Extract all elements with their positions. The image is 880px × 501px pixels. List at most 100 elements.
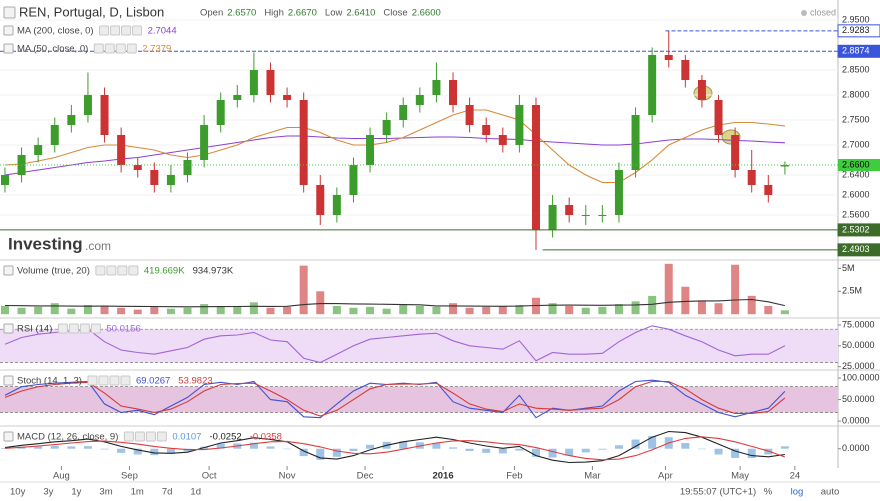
legend-icon[interactable] <box>79 323 90 334</box>
market-status: closed <box>810 7 836 17</box>
legend-icon[interactable] <box>87 375 98 386</box>
bar <box>548 303 557 315</box>
legend-icon[interactable] <box>95 265 106 276</box>
level-label: 2.8874 <box>842 46 870 56</box>
candle-body <box>382 120 391 135</box>
x-tick-label: Mar <box>584 471 600 482</box>
bar <box>498 305 507 315</box>
y-tick-label: 0.0000 <box>842 415 870 425</box>
quote-name: Low <box>325 8 343 19</box>
candle-body <box>50 125 59 145</box>
legend-toggle[interactable] <box>3 265 14 276</box>
bar <box>731 448 740 458</box>
scale-option[interactable]: % <box>764 487 773 498</box>
legend-icon[interactable] <box>93 43 104 54</box>
status-dot <box>801 10 807 16</box>
bar <box>0 448 9 449</box>
legend-icon[interactable] <box>132 25 143 36</box>
series-line <box>4 380 786 417</box>
bar <box>531 448 540 457</box>
legend-icon[interactable] <box>128 265 139 276</box>
scale-option[interactable]: auto <box>821 487 840 498</box>
level-label: 2.4903 <box>842 244 870 254</box>
range-button[interactable]: 3y <box>43 487 53 498</box>
candle-body <box>67 115 76 125</box>
bar <box>697 300 706 315</box>
legend-toggle[interactable] <box>3 25 14 36</box>
bar <box>415 305 424 315</box>
legend-toggle[interactable] <box>3 323 14 334</box>
range-button[interactable]: 7d <box>162 487 173 498</box>
quote-value: 2.6570 <box>227 8 256 19</box>
quote-value: 2.6600 <box>412 8 441 19</box>
legend-toggle[interactable] <box>3 43 14 54</box>
legend-icon[interactable] <box>106 265 117 276</box>
candle-body <box>764 185 773 195</box>
legend-title: RSI (14) <box>17 324 52 335</box>
legend-icon[interactable] <box>99 25 110 36</box>
bar <box>100 305 109 315</box>
legend-value: 0.0107 <box>172 432 201 443</box>
legend-icon[interactable] <box>115 43 126 54</box>
legend-icon[interactable] <box>104 43 115 54</box>
legend-icon[interactable] <box>121 25 132 36</box>
bar <box>83 446 92 449</box>
bar <box>299 448 308 457</box>
x-tick-label: Dec <box>357 471 374 482</box>
legend-title: MA (200, close, 0) <box>17 26 94 37</box>
legend-icon[interactable] <box>98 375 109 386</box>
collapse-icon[interactable] <box>3 6 16 19</box>
bar <box>349 448 358 452</box>
legend-icon[interactable] <box>134 431 145 442</box>
candle-body <box>780 165 789 167</box>
candle-body <box>200 125 209 160</box>
x-tick-label: Feb <box>506 471 522 482</box>
candle-body <box>349 165 358 195</box>
candle-body <box>83 95 92 115</box>
bar <box>266 446 275 449</box>
candle-body <box>531 105 540 230</box>
legend-toggle[interactable] <box>3 375 14 386</box>
legend-icon[interactable] <box>156 431 167 442</box>
legend-value: 50.0156 <box>106 324 140 335</box>
bar <box>133 309 142 315</box>
range-button[interactable]: 1d <box>190 487 201 498</box>
legend-icon[interactable] <box>120 375 131 386</box>
y-tick-label: 25.0000 <box>842 361 875 371</box>
range-button[interactable]: 3m <box>99 487 112 498</box>
candle-body <box>34 145 43 155</box>
legend-value: 2.7044 <box>148 26 177 37</box>
bar <box>133 448 142 455</box>
quote-name: High <box>264 8 284 19</box>
legend-icon[interactable] <box>68 323 79 334</box>
bar <box>366 444 375 449</box>
bar <box>731 264 740 315</box>
x-tick-label: Sep <box>121 471 138 482</box>
legend-icon[interactable] <box>109 375 120 386</box>
y-tick-label: 100.0000 <box>842 372 880 382</box>
range-button[interactable]: 1y <box>71 487 81 498</box>
x-tick-label: May <box>731 471 749 482</box>
scale-option[interactable]: log <box>791 487 804 498</box>
legend-value: -0.0358 <box>250 432 282 443</box>
y-tick-label: 50.0000 <box>842 394 875 404</box>
range-button[interactable]: 1m <box>131 487 144 498</box>
legend-icon[interactable] <box>57 323 68 334</box>
legend-icon[interactable] <box>123 431 134 442</box>
legend-icon[interactable] <box>90 323 101 334</box>
bar <box>747 448 756 458</box>
range-button[interactable]: 10y <box>10 487 26 498</box>
legend-title: Stoch (14, 1, 3) <box>17 376 82 387</box>
legend-icon[interactable] <box>126 43 137 54</box>
candle-body <box>565 205 574 215</box>
legend-icon[interactable] <box>110 25 121 36</box>
bar <box>482 448 491 453</box>
bar <box>515 305 524 315</box>
legend-icon[interactable] <box>145 431 156 442</box>
candle-body <box>631 115 640 170</box>
legend-icon[interactable] <box>117 265 128 276</box>
level-label: 2.9283 <box>842 25 870 35</box>
y-tick-label: 2.7500 <box>842 114 870 124</box>
bar <box>664 263 673 315</box>
legend-toggle[interactable] <box>3 431 14 442</box>
